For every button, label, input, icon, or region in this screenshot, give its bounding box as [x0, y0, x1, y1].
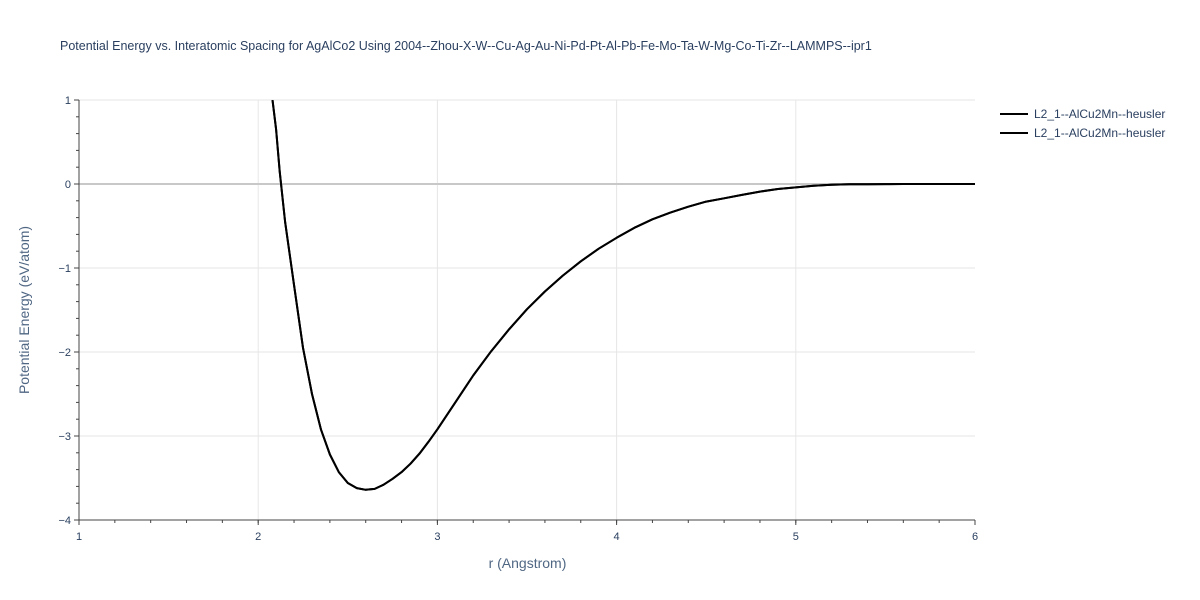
legend-label: L2_1--AlCu2Mn--heusler	[1034, 126, 1165, 140]
series-line-1	[271, 100, 975, 491]
x-tick-label: 5	[793, 531, 799, 543]
x-tick-label: 6	[972, 531, 978, 543]
y-tick-label: −2	[58, 347, 71, 359]
chart-title: Potential Energy vs. Interatomic Spacing…	[60, 39, 872, 53]
y-tick-label: 0	[65, 179, 71, 191]
x-tick-label: 2	[255, 531, 261, 543]
legend-label: L2_1--AlCu2Mn--heusler	[1034, 107, 1165, 121]
legend-item-2[interactable]: L2_1--AlCu2Mn--heusler	[1000, 126, 1165, 140]
y-tick-label: −3	[58, 431, 71, 443]
y-tick-label: −1	[58, 263, 71, 275]
series-lines	[271, 100, 975, 491]
x-tick-label: 4	[614, 531, 620, 543]
x-axis-title: r (Angstrom)	[489, 555, 567, 571]
y-tick-label: 1	[65, 95, 71, 107]
x-axis-ticks: 1 2 3 4 5 6	[76, 520, 978, 543]
series-line-2	[271, 100, 975, 491]
y-tick-label: −4	[58, 515, 71, 527]
grid-lines	[79, 99, 975, 520]
y-axis-ticks: 1 0 −1 −2 −3 −4	[58, 95, 79, 527]
legend-item-1[interactable]: L2_1--AlCu2Mn--heusler	[1000, 107, 1165, 121]
x-tick-label: 1	[76, 531, 82, 543]
axes	[78, 100, 975, 521]
x-tick-label: 3	[434, 531, 440, 543]
y-axis-title: Potential Energy (eV/atom)	[16, 226, 32, 394]
legend[interactable]: L2_1--AlCu2Mn--heusler L2_1--AlCu2Mn--heu…	[1000, 107, 1165, 140]
